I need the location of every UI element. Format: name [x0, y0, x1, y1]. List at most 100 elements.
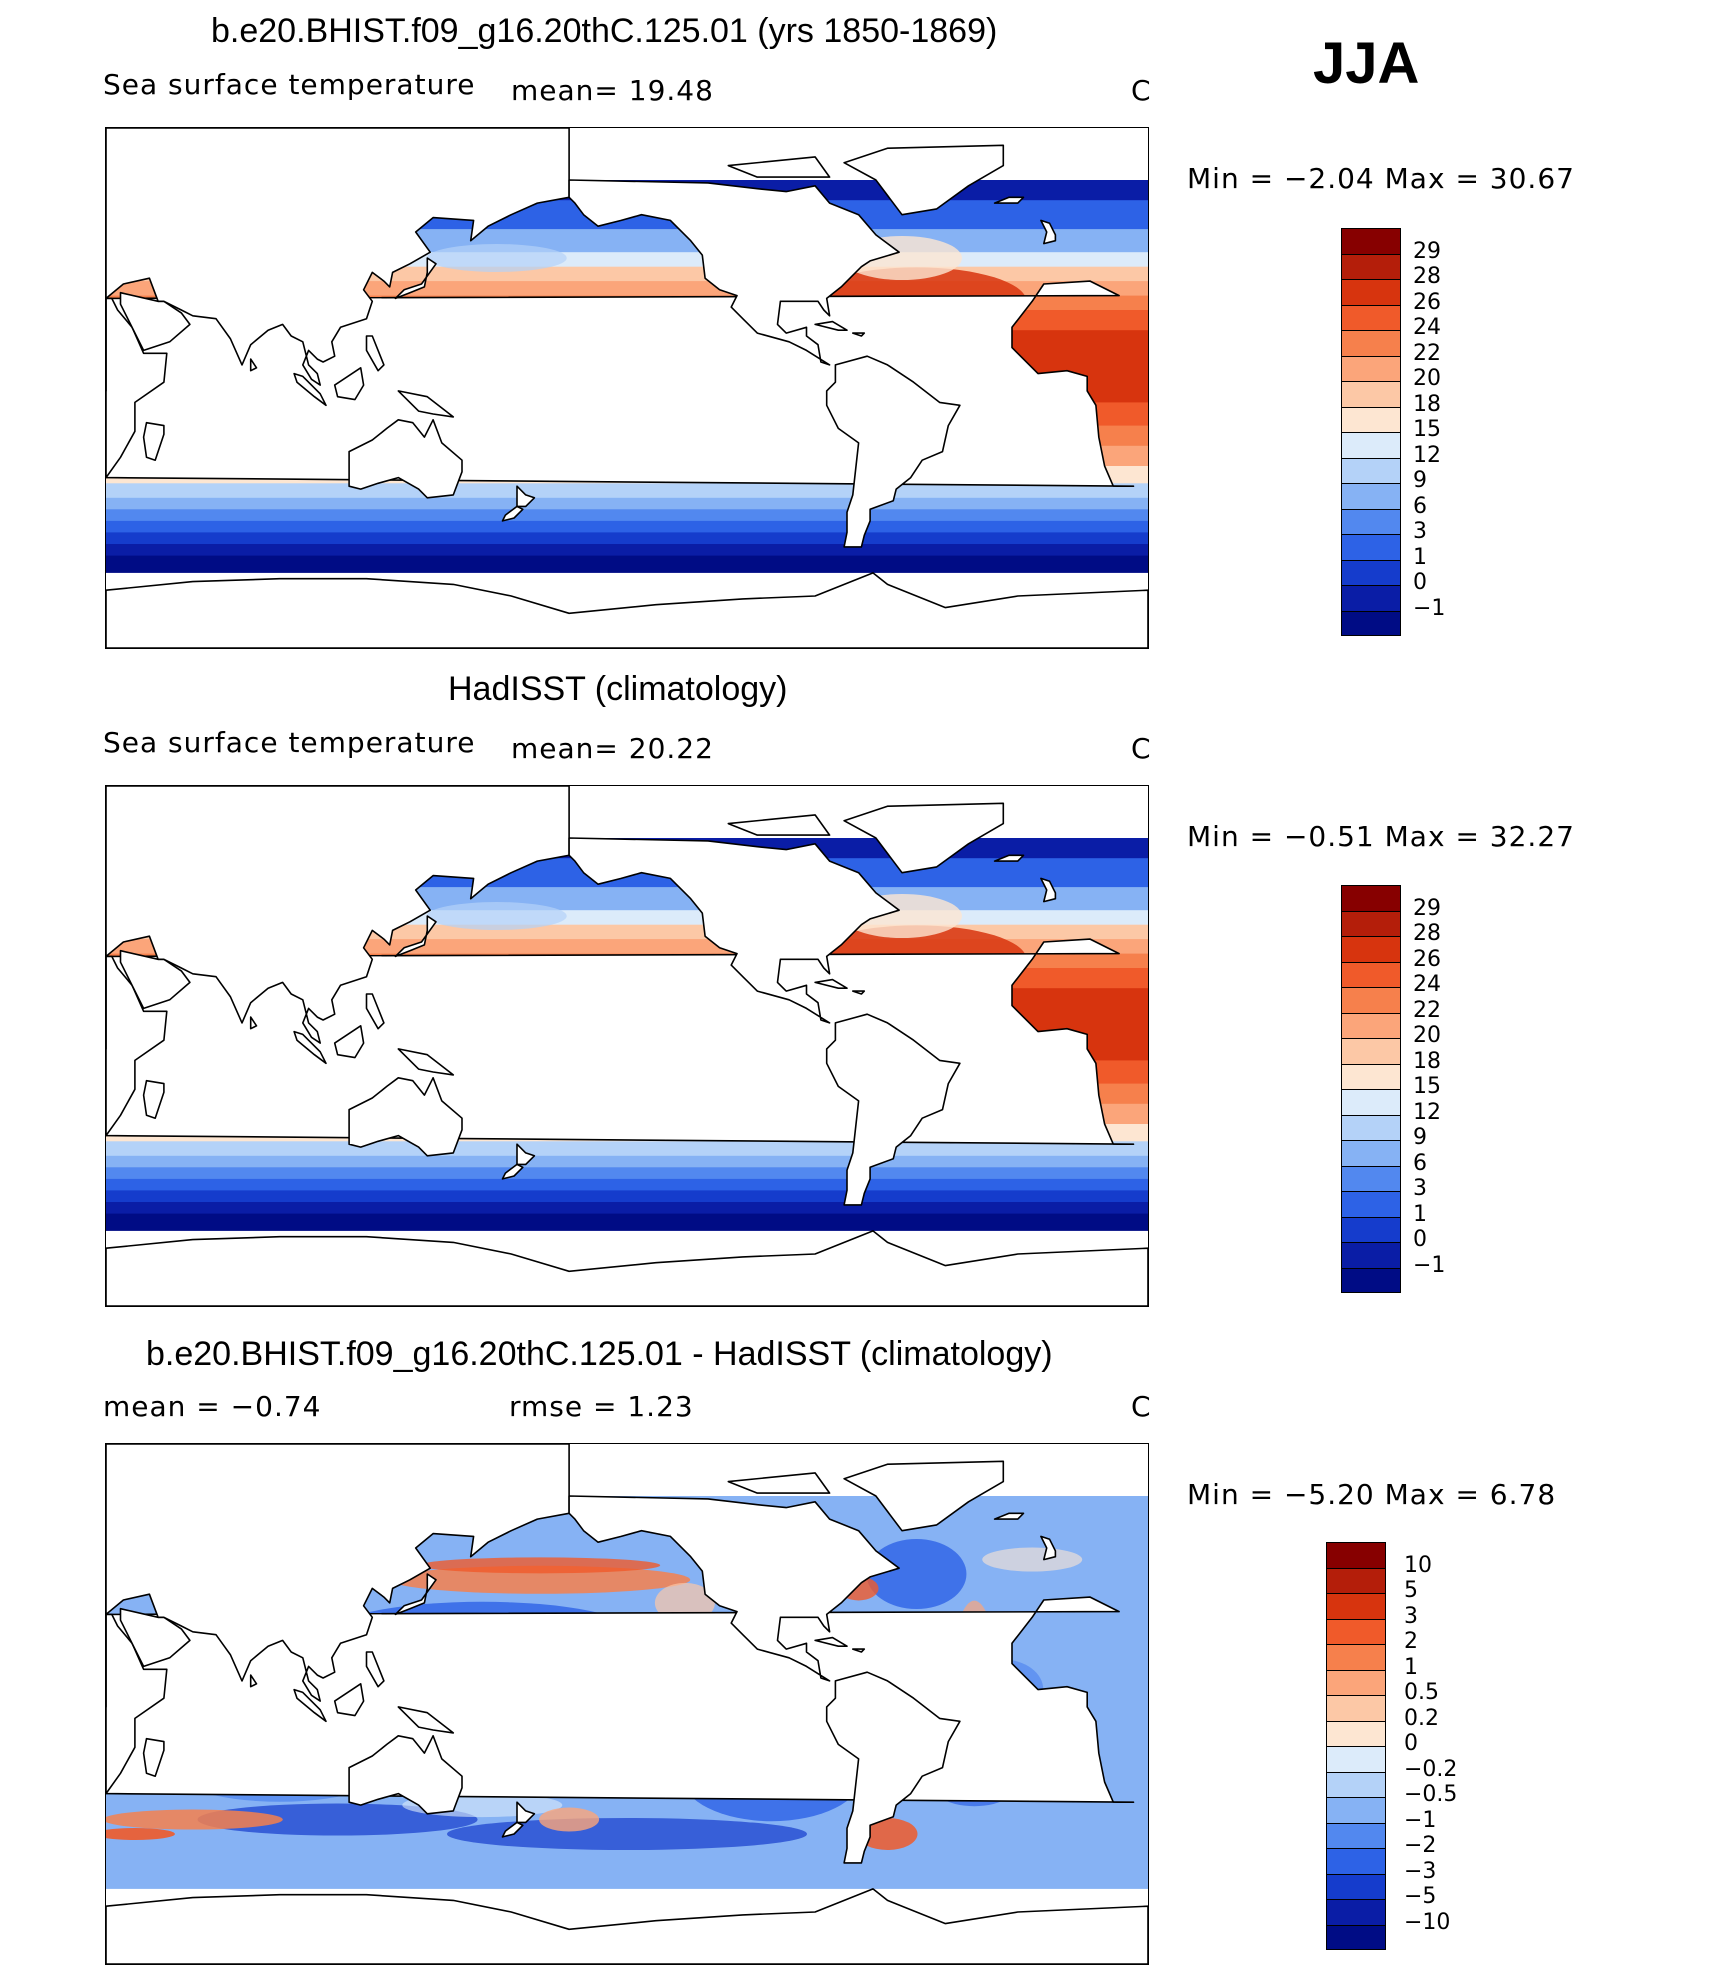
colorbar-frame [1341, 885, 1401, 1293]
land-mass [142, 1079, 165, 1120]
sst-band [106, 520, 1148, 533]
sst-band [106, 1190, 1148, 1203]
colorbar-swatch [1341, 483, 1401, 509]
colorbar-tick-label: 0 [1413, 570, 1427, 595]
colorbar-swatch [1341, 457, 1401, 483]
panel-2-minmax: Min = −0.51 Max = 32.27 [1187, 820, 1575, 853]
land-mass [843, 1460, 1005, 1532]
colorbar-swatch [1326, 1873, 1386, 1899]
land-mass [993, 854, 1025, 862]
colorbar-tick-label: 20 [1413, 1023, 1441, 1048]
colorbar-swatch [1326, 1746, 1386, 1772]
colorbar-frame [1341, 228, 1401, 636]
sst-band [106, 509, 1148, 522]
land-mass [106, 786, 570, 1050]
colorbar-tick-label: 29 [1413, 238, 1441, 264]
colorbar-swatch [1326, 1542, 1386, 1568]
panel-3-mean: mean = −0.74 [103, 1390, 322, 1423]
colorbar-tick-label: 6 [1413, 493, 1427, 519]
land-mass [106, 297, 168, 479]
colorbar-swatch [1326, 1618, 1386, 1644]
colorbar-tick-label: 18 [1413, 391, 1441, 417]
colorbar-swatch [1341, 585, 1401, 611]
land-mass [365, 335, 385, 372]
colorbar-swatch [1341, 987, 1401, 1013]
land-mass [825, 355, 961, 548]
sst-band [106, 1178, 1148, 1191]
land-mass [333, 1025, 365, 1059]
land-mass [1040, 877, 1057, 903]
colorbar-swatch [1341, 1216, 1401, 1242]
panel-1-minmax: Min = −2.04 Max = 30.67 [1187, 162, 1575, 195]
colorbar-frame [1326, 1542, 1386, 1950]
panel-2-units: C [1131, 732, 1152, 765]
colorbar-swatch [1326, 1797, 1386, 1823]
colorbar-swatch [1341, 304, 1401, 330]
panel-1-field-label: Sea surface temperature [103, 68, 476, 101]
land-mass [348, 418, 463, 499]
colorbar-tick-label: 5 [1404, 1578, 1418, 1603]
colorbar-tick-label: −0.5 [1404, 1782, 1458, 1807]
land-mass [106, 1230, 1148, 1306]
land-mass [106, 955, 168, 1137]
land-mass [501, 1821, 524, 1838]
panel-2-map-plot [106, 786, 1148, 1306]
colorbar-swatch [1326, 1848, 1386, 1874]
anomaly-patch [106, 1828, 175, 1840]
panel-2-field-label: Sea surface temperature [103, 726, 476, 759]
land-mass [365, 1651, 385, 1688]
land-mass [814, 320, 848, 331]
colorbar-swatch [1341, 1191, 1401, 1217]
anomaly-patch [197, 1803, 478, 1836]
colorbar-swatch [1341, 355, 1401, 381]
colorbar-tick-label: 22 [1413, 997, 1441, 1023]
sst-band [106, 1155, 1148, 1168]
colorbar-swatch [1341, 330, 1401, 356]
colorbar-tick-label: 10 [1404, 1552, 1432, 1578]
colorbar-tick-label: −1 [1413, 595, 1446, 621]
colorbar-swatch [1341, 559, 1401, 585]
colorbar-tick-label: 26 [1413, 289, 1441, 315]
colorbar-swatch [1341, 406, 1401, 432]
colorbar-swatch [1326, 1822, 1386, 1848]
sst-band [106, 497, 1148, 510]
sst-band [106, 1202, 1148, 1215]
panel-3-title: b.e20.BHIST.f09_g16.20thC.125.01 - HadIS… [146, 1335, 1053, 1373]
colorbar-tick-label: −2 [1404, 1833, 1437, 1858]
colorbar-swatch [1326, 1644, 1386, 1670]
colorbar-swatch [1341, 1165, 1401, 1191]
colorbar-tick-label: 18 [1413, 1048, 1441, 1074]
land-mass [825, 1671, 961, 1864]
land-mass [249, 1016, 258, 1030]
land-mass [516, 485, 536, 508]
colorbar-tick-label: 3 [1413, 519, 1427, 544]
anomaly-patch [857, 1818, 918, 1850]
land-mass [333, 367, 365, 401]
panel-3-map [105, 1443, 1149, 1965]
colorbar-tick-label: −0.2 [1404, 1756, 1458, 1782]
colorbar-tick-label: 12 [1413, 442, 1441, 468]
season-label: JJA [1313, 31, 1420, 96]
colorbar-tick-label: 0.2 [1404, 1705, 1439, 1731]
land-mass [333, 1683, 365, 1717]
land-mass [843, 802, 1005, 874]
colorbar-swatch [1341, 508, 1401, 534]
colorbar-swatch [1341, 885, 1401, 911]
land-mass [993, 196, 1025, 204]
panel-1-title: b.e20.BHIST.f09_g16.20thC.125.01 (yrs 18… [211, 12, 998, 50]
panel-2-mean: mean= 20.22 [511, 732, 714, 765]
colorbar-swatch [1341, 279, 1401, 305]
land-mass [348, 1076, 463, 1157]
panel-1-units: C [1131, 74, 1152, 107]
colorbar-swatch [1341, 961, 1401, 987]
colorbar-tick-label: 3 [1413, 1176, 1427, 1201]
colorbar-swatch [1341, 1267, 1401, 1293]
panel-3-units: C [1131, 1390, 1152, 1423]
colorbar-swatch [1341, 1089, 1401, 1115]
land-mass [1040, 1535, 1057, 1561]
land-mass [825, 1013, 961, 1206]
colorbar-tick-label: 2 [1404, 1629, 1418, 1654]
panel-3-rmse: rmse = 1.23 [509, 1390, 694, 1423]
land-mass [501, 505, 524, 522]
land-mass [293, 1688, 327, 1723]
